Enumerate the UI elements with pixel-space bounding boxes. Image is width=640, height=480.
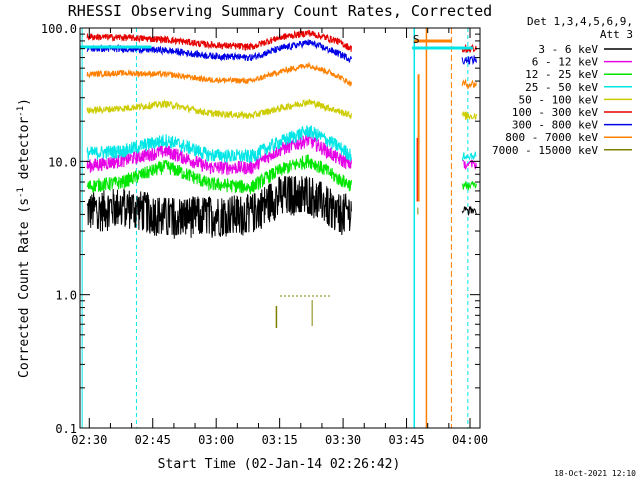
legend-label: 25 - 50 keV	[525, 81, 598, 94]
flag-annotation-s: S	[413, 33, 420, 46]
series-25---50-keV	[86, 125, 352, 164]
legend-label: 7000 - 15000 keV	[492, 144, 598, 157]
footer-date: 18-Oct-2021 12:10	[554, 469, 636, 478]
legend-header-line2: Att 3	[600, 28, 633, 41]
series-3---6-keV	[86, 175, 352, 239]
series-50---100-keV	[86, 98, 352, 120]
x-tick-label: 02:30	[71, 433, 107, 447]
plot-frame	[79, 27, 481, 429]
y-tick-label: 1.0	[55, 289, 77, 303]
y-tick-label: 100.0	[41, 22, 77, 36]
series-100---300-keV	[86, 29, 352, 52]
x-tick-label: 03:00	[198, 433, 234, 447]
x-tick-label: 04:00	[452, 433, 488, 447]
series-tail	[461, 206, 477, 216]
series-tail	[461, 151, 477, 162]
legend-label: 12 - 25 keV	[525, 68, 598, 81]
chart-title: RHESSI Observing Summary Count Rates, Co…	[68, 2, 492, 20]
legend-label: 100 - 300 keV	[512, 106, 598, 119]
y-tick-label: 0.1	[55, 422, 77, 436]
x-tick-label: 03:15	[262, 433, 298, 447]
series-6---12-keV	[86, 133, 352, 176]
x-axis-label: Start Time (02-Jan-14 02:26:42)	[158, 457, 401, 472]
legend-label: 800 - 7000 keV	[505, 131, 598, 144]
legend-label: 6 - 12 keV	[532, 56, 599, 69]
x-tick-label: 03:45	[388, 433, 424, 447]
series-300---800-keV	[86, 39, 352, 63]
series-tail	[461, 78, 477, 90]
series-tail	[461, 159, 477, 171]
y-axis-label: Corrected Count Rate (s-1 detector-1)	[16, 98, 32, 378]
legend-header-line1: Det 1,3,4,5,6,9,	[527, 15, 633, 28]
series-tail	[462, 181, 477, 190]
series-tail	[461, 55, 477, 66]
series-tail	[461, 110, 477, 121]
legend-label: 300 - 800 keV	[512, 119, 598, 132]
series-12---25-keV	[86, 154, 352, 195]
legend-label: 3 - 6 keV	[538, 43, 598, 56]
legend-label: 50 - 100 keV	[519, 93, 599, 106]
x-tick-label: 03:30	[325, 433, 361, 447]
x-tick-label: 02:45	[135, 433, 171, 447]
y-tick-label: 10.0	[48, 155, 77, 169]
series-800---7000-keV	[86, 62, 352, 87]
